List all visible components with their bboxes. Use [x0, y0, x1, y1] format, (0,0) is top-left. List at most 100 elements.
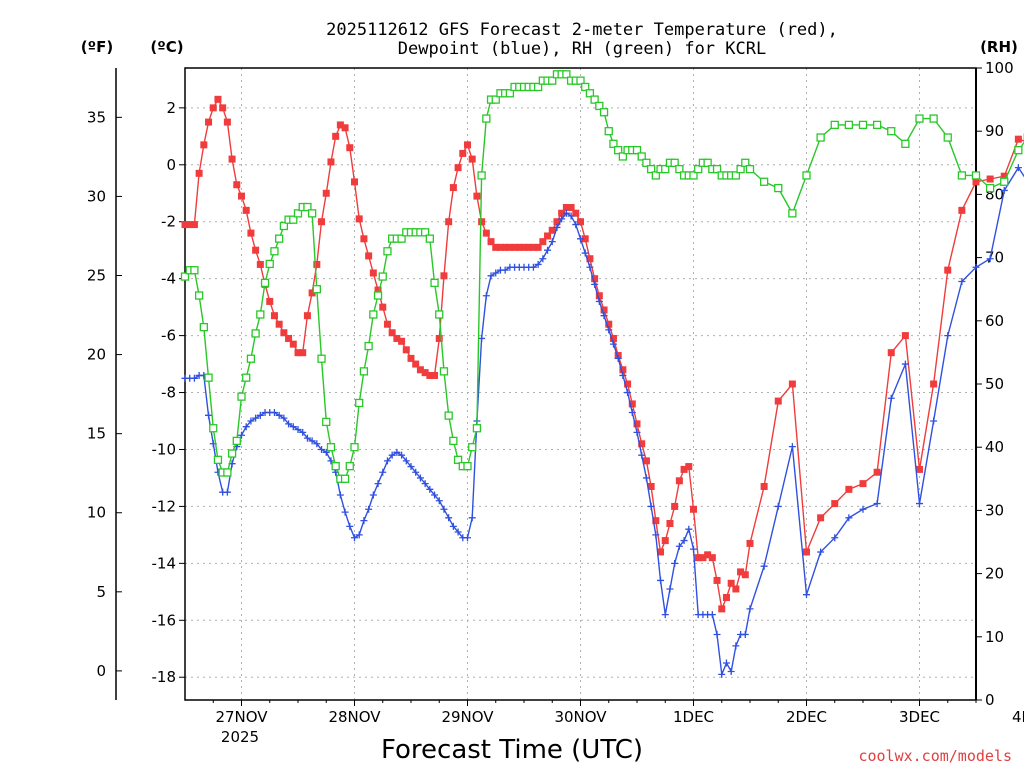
- dewpoint-marker: [238, 431, 245, 439]
- rh-marker: [477, 171, 486, 180]
- dewpoint-marker: [270, 408, 278, 416]
- temperature-marker: [482, 229, 490, 237]
- temperature-marker: [803, 548, 810, 556]
- rh-marker: [844, 120, 854, 130]
- series-temperature: [181, 95, 1024, 613]
- rh-marker: [614, 146, 623, 155]
- temperature-marker: [195, 169, 203, 177]
- rh-marker: [548, 76, 557, 85]
- temperature-marker: [407, 354, 415, 362]
- rh-marker: [472, 424, 482, 433]
- dewpoint-marker: [426, 485, 434, 493]
- temperature-marker: [741, 571, 749, 579]
- temperature-marker: [633, 420, 641, 428]
- temperature-marker: [412, 360, 420, 368]
- temperature-marker: [398, 337, 406, 345]
- rh-marker: [242, 373, 251, 382]
- dewpoint-marker: [529, 263, 537, 271]
- dewpoint-marker: [365, 505, 373, 513]
- temperature-marker: [986, 175, 994, 183]
- rh-tick-label: 50: [985, 375, 1004, 393]
- temperature-marker: [685, 463, 693, 471]
- temperature-marker: [609, 334, 617, 342]
- temperature-marker: [416, 366, 424, 374]
- temperature-marker: [332, 132, 340, 140]
- fahrenheit-tick-label: 25: [87, 267, 106, 285]
- rh-marker: [260, 278, 270, 288]
- temperature-marker: [247, 229, 255, 237]
- rh-marker: [929, 114, 938, 123]
- dewpoint-marker: [666, 585, 674, 593]
- temperature-marker: [238, 192, 245, 200]
- temperature-marker: [831, 500, 839, 508]
- celsius-tick-label: 0: [166, 156, 176, 174]
- dewpoint-marker: [1000, 186, 1008, 194]
- temperature-marker: [473, 192, 481, 200]
- dewpoint-marker: [708, 611, 716, 619]
- fahrenheit-tick-label: 20: [87, 346, 106, 364]
- rh-marker: [788, 209, 797, 218]
- temperature-marker: [496, 243, 504, 251]
- temperature-marker: [529, 243, 537, 251]
- temperature-marker: [525, 243, 533, 251]
- temperature-marker: [487, 238, 495, 246]
- rh-marker: [227, 449, 237, 458]
- temperature-marker: [327, 158, 335, 166]
- rh-marker: [256, 310, 265, 319]
- dewpoint-marker: [388, 451, 396, 459]
- temperature-marker: [393, 334, 401, 342]
- temperature-marker: [562, 203, 570, 211]
- temperature-marker: [930, 380, 938, 388]
- rh-marker: [689, 171, 698, 180]
- dewpoint-marker: [562, 209, 570, 217]
- temperature-marker: [746, 539, 754, 547]
- temperature-marker: [360, 235, 368, 243]
- rh-marker: [576, 76, 585, 85]
- temperature-marker: [887, 349, 895, 357]
- celsius-tick-label: -8: [161, 384, 176, 402]
- temperature-marker: [544, 232, 552, 240]
- dewpoint-marker: [468, 514, 476, 522]
- dewpoint-marker: [817, 548, 825, 556]
- rh-marker: [816, 133, 825, 142]
- dewpoint-marker: [369, 491, 377, 499]
- rh-marker: [265, 259, 274, 269]
- temperature-marker: [581, 235, 589, 243]
- dewpoint-marker: [341, 508, 349, 516]
- dewpoint-marker: [435, 497, 443, 505]
- temperature-marker: [520, 243, 528, 251]
- dewpoint-marker: [600, 312, 608, 320]
- dewpoint-marker: [930, 417, 938, 425]
- rh-marker: [307, 209, 317, 218]
- credit-link[interactable]: coolwx.com/models: [858, 747, 1012, 765]
- rh-marker: [364, 341, 373, 351]
- temperature-marker: [506, 243, 514, 251]
- rh-marker: [289, 215, 298, 224]
- x-tick-label: 3DEC: [899, 708, 940, 726]
- dewpoint-marker: [788, 443, 796, 451]
- celsius-tick-label: -4: [161, 270, 176, 288]
- temperature-marker: [223, 118, 231, 126]
- temperature-marker: [647, 482, 655, 490]
- dewpoint-marker: [534, 260, 542, 268]
- rh-unit-label: (RH): [980, 38, 1018, 56]
- temperature-marker: [628, 400, 636, 408]
- temperature-marker: [718, 605, 726, 613]
- temperature-marker: [577, 218, 584, 226]
- celsius-tick-label: -6: [161, 327, 176, 345]
- x-tick-label: 28NOV: [328, 708, 381, 726]
- rh-marker: [745, 164, 755, 174]
- dewpoint-marker: [746, 605, 754, 613]
- rh-marker: [741, 158, 750, 167]
- rh-marker: [1014, 146, 1023, 155]
- temperature-marker: [619, 366, 627, 374]
- temperature-marker: [242, 206, 250, 214]
- rh-marker: [505, 89, 515, 98]
- temperature-marker: [209, 104, 217, 112]
- dewpoint-marker: [741, 631, 749, 639]
- temperature-marker: [704, 551, 712, 559]
- dewpoint-marker: [628, 408, 636, 416]
- temperature-marker: [379, 303, 387, 311]
- fahrenheit-unit-label: (ºF): [81, 38, 113, 56]
- temperature-marker: [558, 209, 566, 217]
